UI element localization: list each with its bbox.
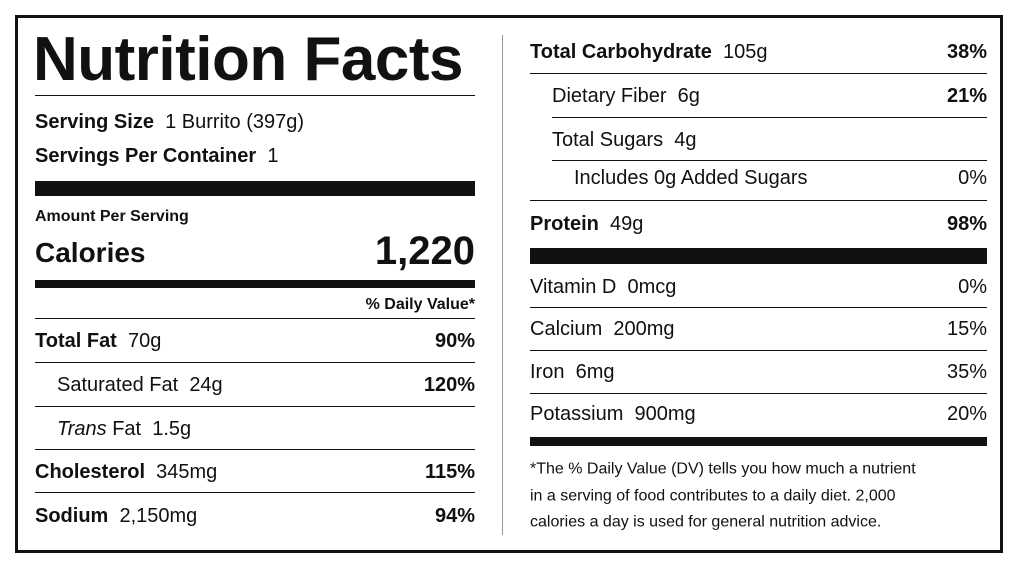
nutrient-name: Dietary Fiber (552, 85, 667, 107)
nutrient-amount: 2,150mg (119, 505, 198, 527)
title: Nutrition Facts (33, 25, 463, 94)
daily-value-percent: 120% (423, 374, 475, 396)
rule (530, 350, 987, 351)
nutrient-row: Total Carbohydrate 105g (530, 42, 768, 62)
daily-value-percent: 21% (946, 85, 987, 107)
rule (552, 160, 987, 161)
nutrient-row: Cholesterol 345mg (35, 462, 217, 482)
daily-value-percent: 98% (946, 213, 987, 235)
calories-value: 1,220 (374, 229, 475, 273)
thick-bar (35, 181, 475, 196)
rule (530, 73, 987, 74)
rule (35, 406, 475, 407)
nutrient-row: Protein 49g (530, 214, 643, 234)
daily-value-percent: 90% (434, 330, 475, 352)
footnote-line: *The % Daily Value (DV) tells you how mu… (530, 460, 916, 478)
nutrient-name: Includes 0g Added Sugars (574, 167, 808, 189)
daily-value-percent: 20% (946, 403, 987, 425)
footnote-line: in a serving of food contributes to a da… (530, 486, 896, 504)
nutrient-name: Vitamin D (530, 276, 617, 298)
label-border (15, 15, 1003, 553)
nutrient-name: Total Sugars (552, 129, 664, 151)
nutrient-amount: 6g (677, 85, 700, 107)
calories-label: Calories (35, 237, 146, 268)
nutrient-row: Dietary Fiber 6g (552, 86, 700, 106)
value: 1 (267, 145, 279, 167)
nutrient-amount: 70g (127, 330, 162, 352)
nutrient-name: Potassium (530, 403, 624, 425)
label: Servings Per Container (35, 145, 257, 167)
nutrient-row: Saturated Fat 24g (57, 375, 223, 395)
label: Serving Size (35, 111, 154, 133)
thick-bar (35, 280, 475, 288)
nutrient-amount: 6mg (575, 361, 615, 383)
column-divider (502, 35, 503, 535)
nutrient-name: Total Fat (35, 330, 117, 352)
nutrient-row: Potassium 900mg (530, 404, 696, 424)
rule (35, 492, 475, 493)
value: 1 Burrito (397g) (165, 111, 305, 133)
nutrient-name: Iron (530, 361, 565, 383)
nutrient-amount: 0mcg (627, 276, 677, 298)
serving-size: Serving Size 1 Burrito (397g) (35, 112, 304, 132)
rule (35, 318, 475, 319)
daily-value-percent: 0% (958, 276, 987, 298)
nutrient-name: Sodium (35, 505, 109, 527)
rule (530, 200, 987, 201)
nutrient-row: Calcium 200mg (530, 319, 675, 339)
nutrient-name: Saturated Fat (57, 374, 179, 396)
nutrient-name: Cholesterol (35, 461, 146, 483)
daily-value-percent: 115% (424, 461, 475, 483)
nutrient-name: Total Carbohydrate (530, 41, 712, 63)
nutrient-amount: 200mg (613, 318, 675, 340)
nutrient-row: Sodium 2,150mg (35, 506, 197, 526)
daily-value-percent: 35% (946, 361, 987, 383)
nutrient-amount: 900mg (634, 403, 696, 425)
nutrient-row: Includes 0g Added Sugars (574, 168, 808, 188)
nutrient-row: Iron 6mg (530, 362, 615, 382)
daily-value-percent: 0% (958, 167, 987, 189)
nutrient-row: Vitamin D 0mcg (530, 277, 676, 297)
name-italic: Trans (57, 418, 107, 440)
rule (552, 117, 987, 118)
nutrient-amount: 4g (674, 129, 697, 151)
rule (35, 362, 475, 363)
rule (35, 95, 475, 96)
nutrient-name: Calcium (530, 318, 603, 340)
servings-per-container: Servings Per Container 1 (35, 146, 278, 166)
rule (530, 393, 987, 394)
nutrient-row: Total Fat 70g (35, 331, 161, 351)
daily-value-percent: 94% (434, 505, 475, 527)
daily-value-percent: 38% (946, 41, 987, 63)
nutrient-row: Total Sugars 4g (552, 130, 697, 150)
daily-value-percent: 15% (946, 318, 987, 340)
nutrient-name: Protein (530, 213, 599, 235)
nutrient-amount: 345mg (156, 461, 218, 483)
amount-per-serving: Amount Per Serving (35, 208, 189, 225)
thick-bar (530, 437, 987, 446)
footnote-line: calories a day is used for general nutri… (530, 513, 882, 531)
daily-value-header: % Daily Value* (365, 296, 475, 313)
nutrient-name: Fat (112, 418, 142, 440)
nutrient-amount: 105g (723, 41, 768, 63)
thick-bar (530, 248, 987, 264)
nutrient-amount: 1.5g (152, 418, 192, 440)
nutrient-amount: 24g (189, 374, 223, 396)
rule (530, 307, 987, 308)
nutrient-row: Trans Fat 1.5g (57, 419, 191, 439)
rule (35, 449, 475, 450)
nutrient-amount: 49g (610, 213, 644, 235)
